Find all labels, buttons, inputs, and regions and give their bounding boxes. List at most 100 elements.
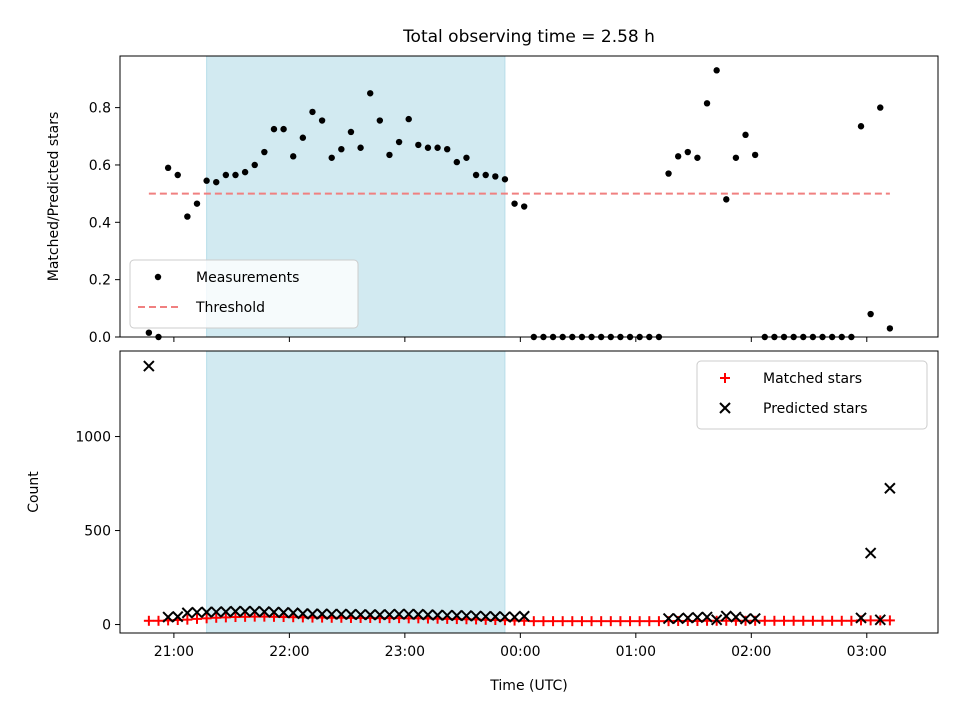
matched-stars-point [788,615,799,626]
predicted-stars-point [354,608,367,621]
measurement-point [463,154,470,161]
predicted-stars-point [499,611,511,623]
predicted-stars-point [258,606,271,618]
measurement-point [886,325,894,332]
top-legend-label: Measurements [196,270,299,286]
top-axes-frame [119,55,939,338]
measurement-point [174,171,181,179]
measurement-point [203,177,210,184]
measurement-point [347,128,355,136]
predicted-stars-point [701,611,713,623]
predicted-stars-point [489,610,502,623]
measurement-point [290,153,297,160]
matched-stars-point [836,615,847,626]
matched-stars-point [846,615,857,626]
matched-stars-point [230,612,241,623]
matched-stars-point [220,612,231,623]
bottom-axes: 0 500 1000 21:00 22:00 23:00 00:00 01:00 02:00 03… [75,430,887,660]
bottom-legend-label: Matched stars [763,371,862,387]
predicted-stars-point [855,612,867,624]
measurement-point [164,164,172,172]
predicted-stars-point [374,609,386,621]
measurement-point [867,310,874,318]
x-axis-label: Time (UTC) [489,678,567,694]
measurement-point [299,134,307,141]
matched-stars-point [634,616,645,627]
predicted-stars-point [441,609,453,622]
matched-stars-point [740,615,751,626]
measurement-point [694,154,701,161]
matched-stars-point [605,616,616,627]
matched-stars-point [538,616,549,627]
measurement-point [424,144,432,151]
bottom-legend-label: Predicted stars [763,401,868,417]
x-tick-label: 00:00 [500,644,540,660]
predicted-stars-point [326,608,338,620]
bottom-y-tick-label: 500 [84,524,111,540]
measurement-point [251,161,258,169]
chart-title: Total observing time = 2.58 h [402,27,655,47]
predicted-stars-point [672,612,684,625]
matched-stars-point [644,616,655,627]
matched-stars-point [596,616,607,627]
matched-stars-point [153,615,164,626]
measurement-point [357,144,364,151]
measurement-point [318,117,326,124]
predicted-stars-point [210,606,222,618]
measurement-point [193,200,201,207]
measurement-point [232,171,239,179]
predicted-stars-point [720,610,732,622]
x-tick-label: 22:00 [269,644,309,660]
bottom-shaded-span [206,350,506,634]
bottom-y-tick-label: 1000 [75,430,111,446]
matched-stars-point [182,614,193,625]
x-tick-label: 02:00 [731,644,771,660]
measurement-point [751,151,759,159]
predicted-stars-point [239,605,251,618]
matched-stars-point [759,615,770,626]
top-y-tick-label: 0.2 [89,273,111,289]
measurement-point [703,100,711,107]
measurement-point [732,154,740,161]
predicted-stars-point [460,609,473,622]
measurement-point [270,125,278,133]
top-y-axis-label: Matched/Predicted stars [46,112,62,282]
bottom-panel: 0 500 1000 21:00 22:00 23:00 00:00 01:00 02:00 03… [26,350,939,694]
measurement-point [520,203,528,210]
predicted-stars-point [884,482,896,494]
matched-stars-point [143,615,154,626]
top-legend-label: Threshold [195,300,265,316]
predicted-stars-point [172,610,184,623]
predicted-stars-point [287,607,299,619]
matched-stars-point [586,616,597,627]
measurement-point [395,138,403,146]
matched-stars-point [528,616,539,627]
matched-stars-point [865,615,876,626]
measurement-point [482,171,489,179]
matched-stars-point [653,616,664,627]
matched-stars-point [576,616,587,627]
predicted-stars-point [162,611,174,623]
predicted-stars-point [422,609,434,621]
measurement-point [511,200,518,207]
top-y-tick-label: 0.0 [89,330,111,346]
measurement-point [857,123,865,130]
predicted-stars-point [691,611,704,624]
matched-stars-point [548,616,559,627]
predicted-stars-point [730,611,742,623]
bottom-y-axis-label: Count [26,471,42,513]
predicted-stars-point [364,609,376,621]
predicted-stars-point [181,607,194,619]
matched-stars-point [807,615,818,626]
predicted-stars-point [864,547,877,559]
predicted-stars-point [316,608,328,620]
measurement-point [367,90,374,97]
matched-stars-point [779,615,790,626]
predicted-stars-point [306,608,319,620]
measurement-point [665,170,672,177]
predicted-stars-point [662,612,675,625]
measurement-point [213,178,220,186]
predicted-stars-point [297,607,309,620]
predicted-stars-point [470,610,482,622]
predicted-stars-point [739,613,752,625]
